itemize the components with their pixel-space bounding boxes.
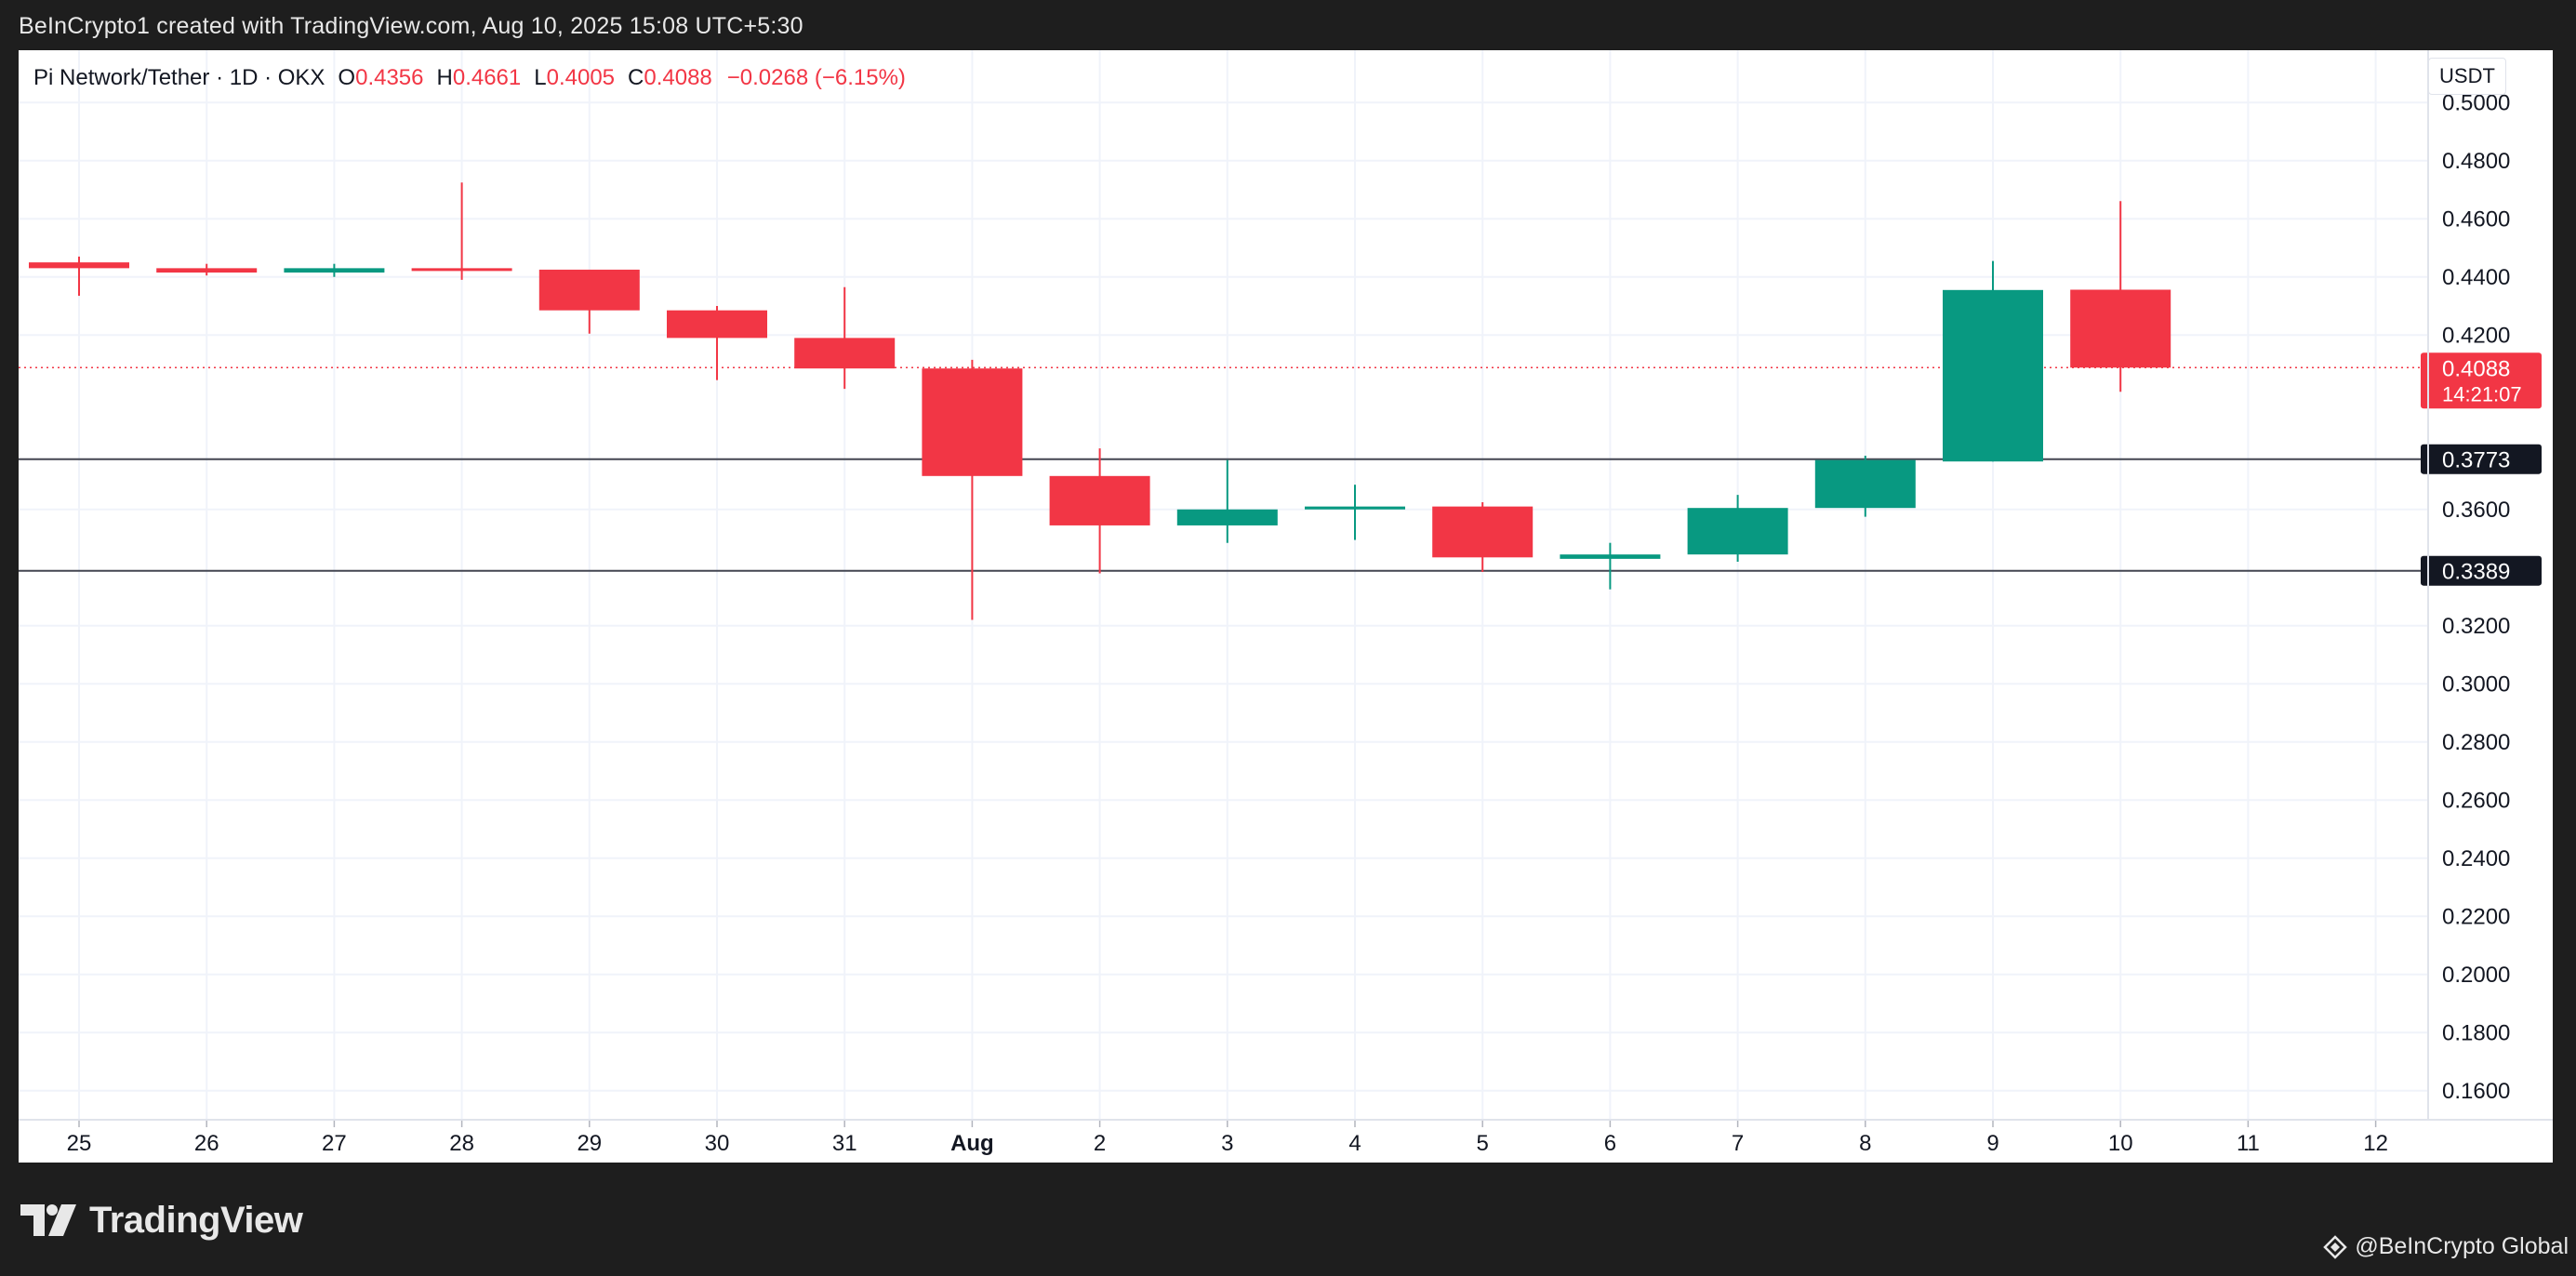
- x-tick-label: 2: [1094, 1131, 1106, 1156]
- candle-body: [1687, 508, 1788, 555]
- current-price-badge: [2421, 352, 2542, 409]
- symbol-title: Pi Network/Tether · 1D · OKX: [33, 65, 325, 90]
- candle-body: [1049, 475, 1150, 525]
- low-value: 0.4005: [546, 65, 616, 90]
- x-tick-label: 3: [1221, 1131, 1233, 1156]
- current-price-label: 0.4088: [2442, 356, 2510, 381]
- candle-body: [2070, 289, 2171, 368]
- x-tick-label: 25: [67, 1131, 92, 1156]
- y-tick-label: 0.4400: [2442, 265, 2510, 290]
- candle-body: [411, 268, 512, 272]
- y-tick-label: 0.4800: [2442, 149, 2510, 174]
- open-value: 0.4356: [355, 65, 424, 90]
- close-value: 0.4088: [644, 65, 712, 90]
- beincrypto-icon: [2323, 1234, 2348, 1259]
- y-tick-label: 0.1600: [2442, 1079, 2510, 1104]
- x-tick-label: 28: [449, 1131, 474, 1156]
- y-tick-label: 0.2800: [2442, 730, 2510, 755]
- credit-text: @BeInCrypto Global: [2355, 1233, 2569, 1259]
- y-tick-label: 0.3000: [2442, 671, 2510, 697]
- candle-body: [29, 262, 129, 269]
- y-tick-label: 0.3200: [2442, 614, 2510, 639]
- candle-body: [1432, 506, 1534, 558]
- credit: @BeInCrypto Global: [2323, 1233, 2569, 1260]
- y-tick-label: 0.4200: [2442, 323, 2510, 348]
- tradingview-logo[interactable]: TradingView: [20, 1199, 303, 1241]
- x-tick-label: 11: [2237, 1131, 2260, 1156]
- tradingview-logo-icon: [20, 1204, 76, 1236]
- y-tick-label: 0.4600: [2442, 206, 2510, 232]
- y-tick-label: 0.2200: [2442, 904, 2510, 929]
- attribution-text: BeInCrypto1 created with TradingView.com…: [19, 13, 803, 39]
- y-tick-label: 0.2000: [2442, 963, 2510, 988]
- open-label: O: [338, 65, 356, 90]
- x-tick-label: 10: [2108, 1131, 2133, 1156]
- candle-body: [538, 269, 640, 311]
- axes: 25 26 27 28 29 30 31 Aug 2 3 4 5 6 7 8 9 10 11 120.50000.4…: [19, 50, 2553, 1156]
- candle-body: [794, 338, 896, 369]
- candle-body: [1943, 289, 2043, 462]
- support-level-badge: [2421, 444, 2542, 474]
- brand-name: TradingView: [89, 1199, 303, 1241]
- y-tick-label: 0.2600: [2442, 788, 2510, 813]
- x-tick-label: 5: [1477, 1131, 1489, 1156]
- x-tick-label: 7: [1732, 1131, 1744, 1156]
- x-tick-label: 9: [1986, 1131, 1998, 1156]
- x-tick-label: 29: [577, 1131, 602, 1156]
- candle-body: [922, 368, 1023, 476]
- x-tick-label: Aug: [950, 1131, 994, 1156]
- x-tick-label: 26: [194, 1131, 219, 1156]
- close-label: C: [628, 65, 644, 90]
- currency-button[interactable]: USDT: [2428, 58, 2506, 95]
- x-tick-label: 27: [322, 1131, 347, 1156]
- high-value: 0.4661: [452, 65, 522, 90]
- x-tick-label: 8: [1859, 1131, 1871, 1156]
- change-value: −0.0268 (−6.15%): [726, 65, 906, 90]
- countdown-label: 14:21:07: [2442, 382, 2522, 405]
- grid-lines: [19, 50, 2428, 1120]
- support-level-label: 0.3389: [2442, 560, 2510, 585]
- candle-body: [1560, 554, 1661, 559]
- candle-body: [156, 268, 258, 273]
- symbol-legend: Pi Network/Tether · 1D · OKX O0.4356 H0.46…: [33, 65, 906, 91]
- x-tick-label: 4: [1348, 1131, 1361, 1156]
- y-tick-label: 0.2400: [2442, 846, 2510, 871]
- low-label: L: [534, 65, 547, 90]
- support-level-badge: [2421, 555, 2542, 586]
- candle-body: [1176, 509, 1278, 525]
- y-tick-label: 0.1800: [2442, 1020, 2510, 1045]
- candle-body: [284, 268, 385, 273]
- x-tick-label: 30: [705, 1131, 730, 1156]
- x-tick-label: 12: [2363, 1131, 2388, 1156]
- high-label: H: [436, 65, 453, 90]
- support-level-label: 0.3773: [2442, 448, 2510, 473]
- candle-body: [1814, 459, 1916, 509]
- candle-body: [667, 310, 767, 339]
- chart-panel[interactable]: 0.3773 0.3389 0.4088 14:21:07 25 26 27 28 29 30 3…: [19, 50, 2553, 1163]
- y-tick-label: 0.3600: [2442, 498, 2510, 523]
- candle-body: [1305, 506, 1405, 510]
- x-tick-label: 6: [1604, 1131, 1616, 1156]
- candles: [29, 182, 2171, 620]
- x-tick-label: 31: [832, 1131, 857, 1156]
